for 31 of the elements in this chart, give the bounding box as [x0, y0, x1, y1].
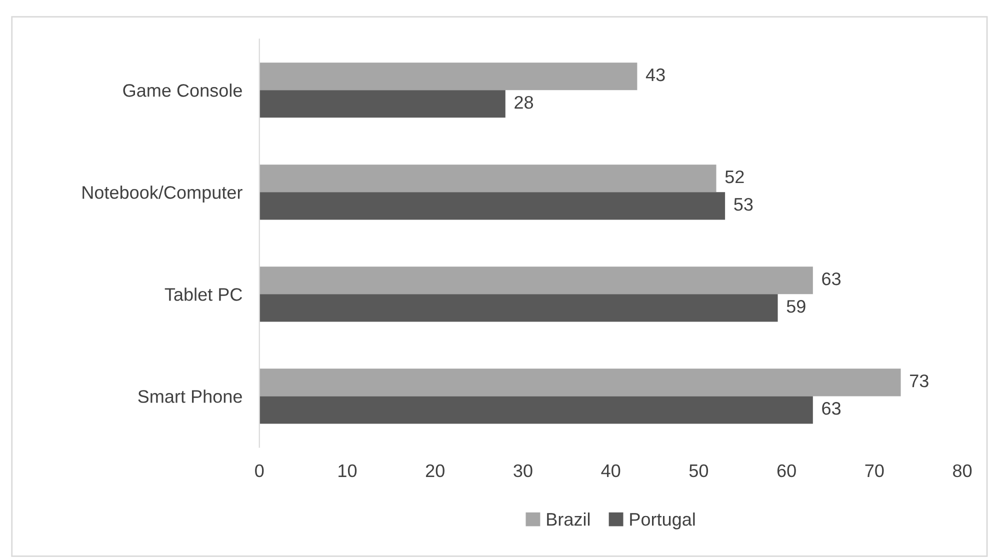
bar: [259, 164, 716, 192]
bar: [259, 90, 506, 118]
x-tick-label: 50: [689, 464, 708, 478]
x-tick-label: 10: [338, 464, 357, 478]
x-tick-label: 80: [953, 464, 972, 478]
data-label: 63: [822, 272, 841, 286]
bar: [259, 266, 813, 294]
x-tick-label: 30: [514, 464, 532, 478]
data-label: 52: [725, 170, 744, 184]
data-label: 53: [734, 198, 753, 211]
legend-label: Portugal: [630, 512, 695, 530]
data-label: 63: [822, 402, 841, 415]
legend-label: Brazil: [547, 512, 590, 526]
data-label: 73: [910, 374, 928, 388]
x-tick-label: 20: [426, 464, 444, 478]
bar: [259, 396, 813, 424]
bar: [259, 62, 638, 90]
data-label: 43: [646, 68, 665, 82]
y-tick-label: Game Console: [123, 84, 242, 97]
x-tick-label: 70: [865, 464, 884, 478]
bar: [259, 368, 901, 396]
data-label: 59: [786, 300, 806, 313]
y-tick-label: Notebook/Computer: [82, 186, 242, 202]
bar: [259, 192, 726, 220]
data-label: 28: [514, 96, 534, 109]
y-tick-label: Smart Phone: [138, 390, 242, 403]
x-tick-label: 0: [255, 464, 264, 478]
x-tick-label: 40: [601, 464, 620, 478]
y-tick-label: Tablet PC: [164, 288, 242, 301]
bar: [259, 294, 778, 322]
x-tick-label: 60: [777, 464, 796, 478]
